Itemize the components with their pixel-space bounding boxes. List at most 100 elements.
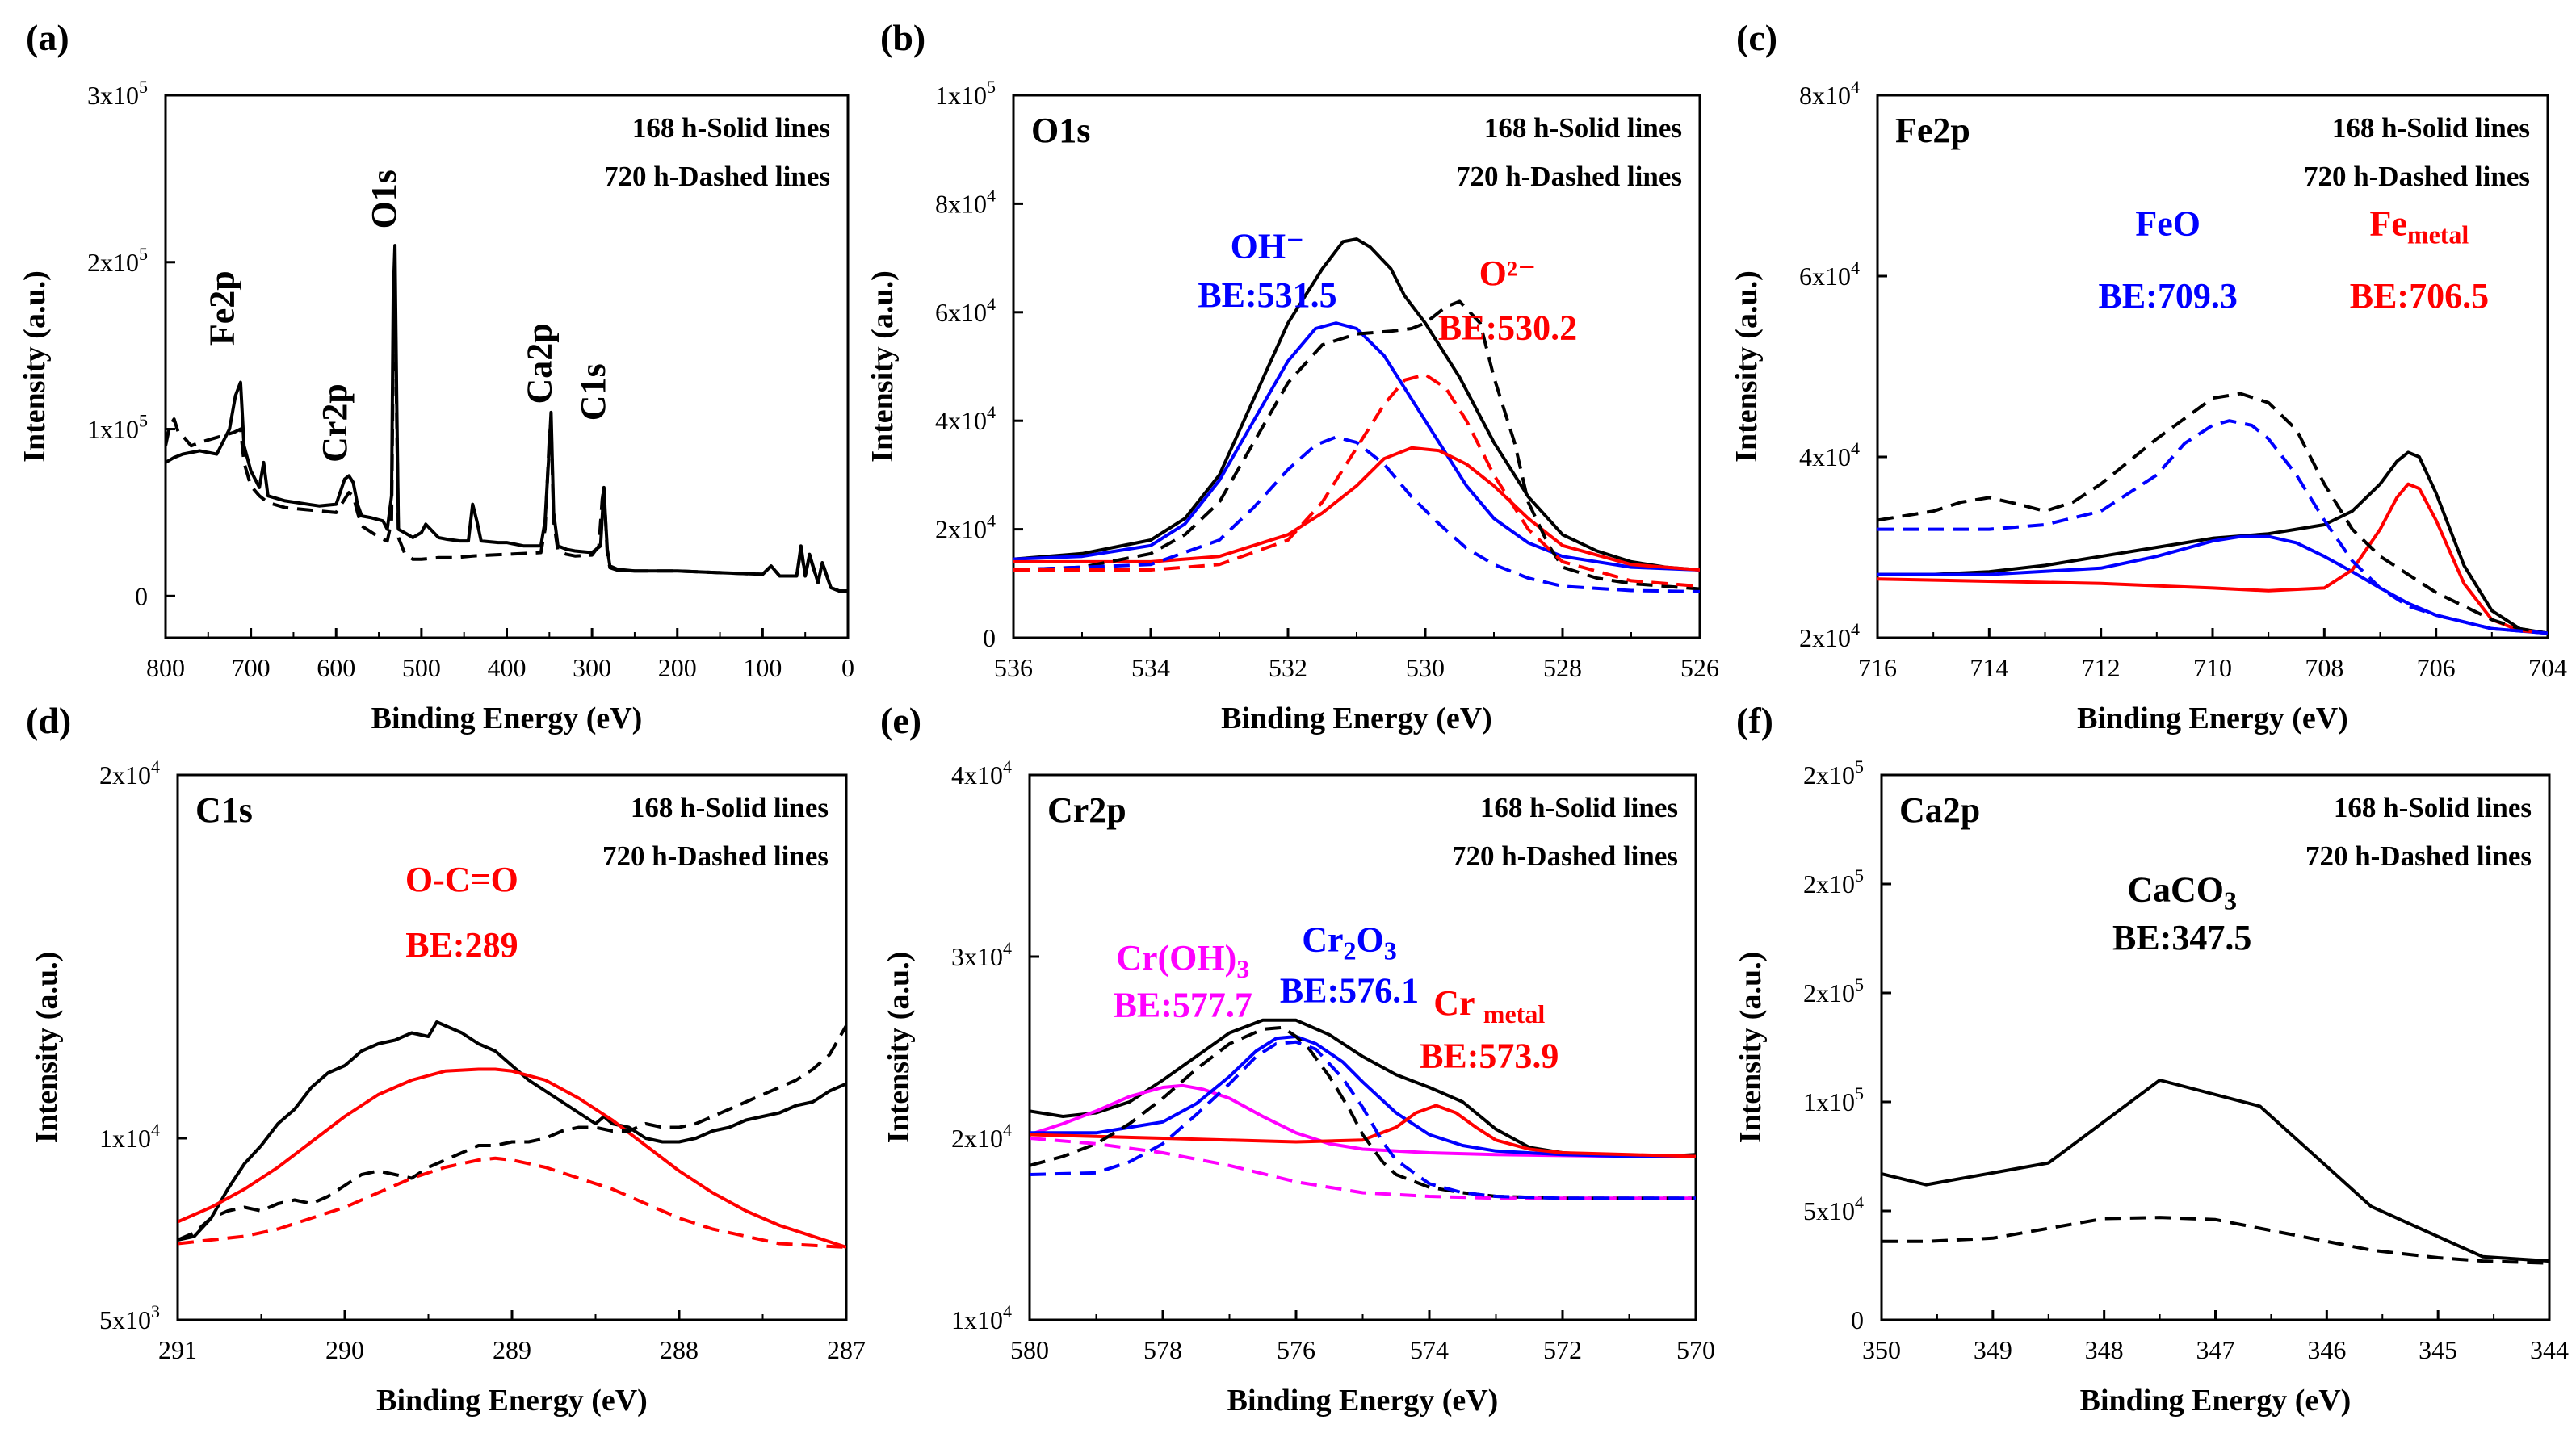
series-line-3 (178, 1156, 846, 1249)
chart-title: Ca2p (1899, 790, 1980, 830)
x-axis-title: Binding Energy (eV) (371, 702, 643, 735)
x-tick-label: 300 (573, 653, 611, 682)
y-tick-label: 1x105 (1803, 1083, 1864, 1116)
chart-title: O1s (1031, 111, 1090, 150)
series-line-0 (1882, 1079, 2549, 1263)
x-tick-label: 526 (1680, 653, 1719, 682)
x-tick-label: 578 (1143, 1335, 1182, 1364)
chart-panel-0: (a) 800 700 600 500 400 300 200 100 0 0 1x105 2x105 3… (18, 17, 854, 735)
series-line-0 (1877, 450, 2548, 635)
y-tick-label: 0 (983, 623, 996, 652)
x-tick-label: 500 (402, 653, 441, 682)
x-tick-label: 344 (2530, 1335, 2569, 1364)
x-tick-label: 716 (1858, 653, 1897, 682)
x-axis-title: Binding Energy (eV) (376, 1384, 648, 1418)
panel-letter: (e) (880, 700, 921, 741)
legend-entry: 168 h-Solid lines (2332, 112, 2530, 144)
peak-annotation: FeO (2135, 204, 2201, 244)
y-tick-label: 1x105 (87, 411, 148, 444)
x-tick-label: 400 (488, 653, 527, 682)
series-line-2 (178, 1024, 846, 1242)
peak-annotation: Ca2p (519, 323, 559, 404)
legend-entry: 168 h-Solid lines (2334, 792, 2532, 823)
peak-annotation: BE:577.7 (1114, 985, 1252, 1024)
panel-letter: (f) (1736, 700, 1773, 741)
x-axis-title: Binding Energy (eV) (2080, 1384, 2352, 1418)
x-tick-label: 708 (2305, 653, 2343, 682)
chart-title: Cr2p (1047, 790, 1126, 830)
chart-panel-5: (f) 350 349 348 347 346 345 344 0 5x104 1x105 2x105… (1734, 700, 2569, 1418)
peak-annotation: Fe2p (203, 270, 242, 346)
y-tick-label: 4x104 (935, 402, 996, 435)
x-tick-label: 291 (158, 1335, 197, 1364)
legend-entry: 720 h-Dashed lines (1456, 161, 1682, 192)
x-tick-label: 570 (1676, 1335, 1715, 1364)
peak-annotation: Femetal (2370, 204, 2469, 249)
series-line-2 (1013, 446, 1700, 572)
series-line-0 (178, 1020, 846, 1242)
x-tick-label: 536 (994, 653, 1033, 682)
x-tick-label: 349 (1974, 1335, 2012, 1364)
series-line-6 (1030, 1040, 1696, 1200)
x-tick-label: 528 (1543, 653, 1582, 682)
x-tick-label: 704 (2528, 653, 2567, 682)
series-line-5 (1013, 373, 1700, 588)
panel-letter: (a) (26, 17, 69, 58)
x-tick-label: 576 (1277, 1335, 1315, 1364)
chart-panel-4: (e) 580 578 576 574 572 570 1x104 2x104 3x104 4x10… (880, 700, 1715, 1418)
y-tick-label: 4x104 (1799, 438, 1860, 471)
panel-letter: (b) (880, 17, 925, 58)
y-tick-label: 3x104 (951, 938, 1012, 971)
y-tick-label: 6x104 (935, 294, 996, 327)
series-line-1 (1877, 534, 2548, 635)
peak-annotation: C1s (573, 363, 613, 421)
series-line-0 (1013, 237, 1700, 572)
x-axis-title: Binding Energy (eV) (1227, 1384, 1499, 1418)
series-line-0 (166, 244, 848, 593)
peak-annotation: BE:530.2 (1438, 308, 1577, 347)
y-tick-label: 3x105 (87, 77, 148, 110)
y-tick-label: 6x104 (1799, 258, 1860, 291)
y-tick-label: 2x105 (1803, 974, 1864, 1007)
peak-annotation: Cr2O3 (1302, 919, 1397, 965)
y-tick-label: 0 (1851, 1305, 1864, 1334)
peak-annotation: BE:289 (405, 925, 518, 965)
x-tick-label: 288 (660, 1335, 699, 1364)
chart-panel-1: (b) 536 534 532 530 528 526 0 2x104 4x104 6x104 8x1… (866, 17, 1719, 735)
chart-panel-2: (c) 716 714 712 710 708 706 704 2x104 4x104 6x104 8… (1730, 17, 2567, 735)
peak-annotation: O²⁻ (1479, 253, 1537, 293)
series-line-1 (166, 277, 848, 593)
chart-title: C1s (195, 790, 253, 830)
peak-annotation: BE:706.5 (2350, 276, 2489, 316)
peak-annotation: BE:709.3 (2098, 276, 2237, 316)
x-tick-label: 0 (841, 653, 854, 682)
legend-entry: 720 h-Dashed lines (604, 161, 830, 192)
x-tick-label: 347 (2196, 1335, 2235, 1364)
y-tick-label: 1x104 (951, 1301, 1012, 1334)
x-tick-label: 100 (743, 653, 782, 682)
y-axis-title: Intensity (a.u.) (882, 952, 916, 1144)
x-tick-label: 706 (2417, 653, 2456, 682)
y-tick-label: 5x104 (1803, 1192, 1864, 1225)
legend-entry: 720 h-Dashed lines (602, 840, 829, 872)
peak-annotation: O1s (364, 170, 404, 228)
chart-title: Fe2p (1895, 111, 1970, 150)
y-tick-label: 2x104 (951, 1120, 1012, 1153)
panel-letter: (c) (1736, 17, 1777, 58)
x-axis-title: Binding Energy (eV) (2077, 702, 2348, 735)
x-tick-label: 534 (1131, 653, 1170, 682)
x-tick-label: 350 (1862, 1335, 1901, 1364)
series-line-1 (1030, 1083, 1696, 1158)
y-axis-title: Intensity (a.u.) (1734, 952, 1768, 1144)
peak-annotation: CaCO3 (2127, 870, 2237, 915)
y-tick-label: 2x104 (99, 756, 160, 790)
series-line-3 (1013, 299, 1700, 591)
x-tick-label: 200 (658, 653, 697, 682)
y-tick-label: 2x105 (1803, 756, 1864, 790)
x-tick-label: 530 (1406, 653, 1445, 682)
series-line-3 (1877, 392, 2548, 635)
chart-panel-3: (d) 291 290 289 288 287 5x103 1x104 2x104 Binding… (26, 700, 866, 1418)
x-tick-label: 600 (317, 653, 355, 682)
legend-entry: 720 h-Dashed lines (1452, 840, 1678, 872)
peak-annotation: BE:531.5 (1198, 275, 1336, 315)
